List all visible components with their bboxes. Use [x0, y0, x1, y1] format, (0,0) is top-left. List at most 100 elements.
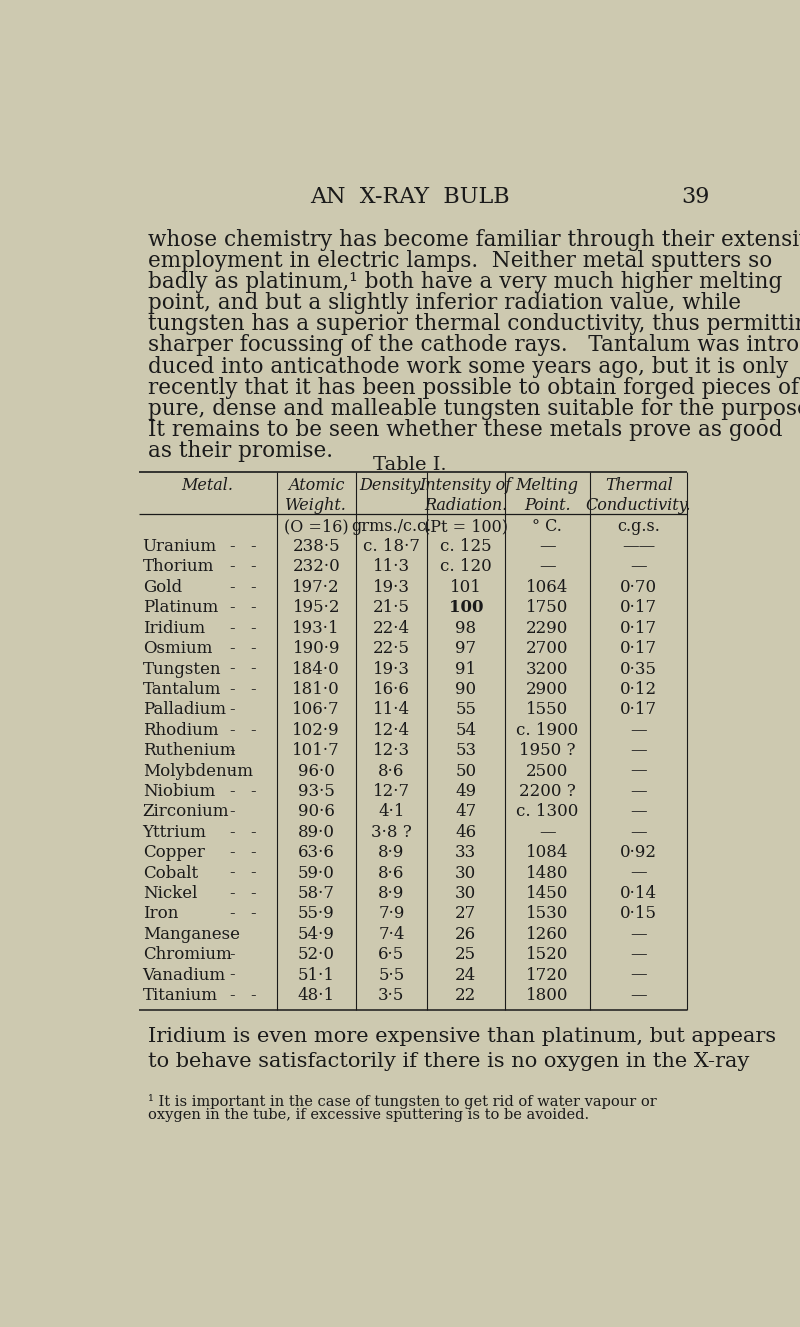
Text: 232·0: 232·0	[292, 559, 340, 576]
Text: 48·1: 48·1	[298, 987, 334, 1005]
Text: 47: 47	[455, 803, 477, 820]
Text: 8·9: 8·9	[378, 844, 405, 861]
Text: 101·7: 101·7	[292, 742, 340, 759]
Text: to behave satisfactorily if there is no oxygen in the X-ray: to behave satisfactorily if there is no …	[148, 1052, 750, 1071]
Text: 1720: 1720	[526, 966, 569, 983]
Text: —: —	[539, 824, 555, 841]
Text: 63·6: 63·6	[298, 844, 334, 861]
Text: -: -	[229, 661, 234, 678]
Text: -: -	[229, 620, 234, 637]
Text: 0·14: 0·14	[620, 885, 657, 902]
Text: 54: 54	[455, 722, 476, 739]
Text: sharper focussing of the cathode rays.   Tantalum was intro-: sharper focussing of the cathode rays. T…	[148, 334, 800, 357]
Text: ° C.: ° C.	[532, 518, 562, 535]
Text: 238·5: 238·5	[293, 537, 340, 555]
Text: 193·1: 193·1	[293, 620, 340, 637]
Text: Molybdenum: Molybdenum	[142, 763, 253, 779]
Text: 51·1: 51·1	[298, 966, 334, 983]
Text: —: —	[630, 783, 647, 800]
Text: Tungsten: Tungsten	[142, 661, 221, 678]
Text: 90: 90	[455, 681, 476, 698]
Text: 11·4: 11·4	[373, 702, 410, 718]
Text: c. 120: c. 120	[440, 559, 492, 576]
Text: c. 1900: c. 1900	[516, 722, 578, 739]
Text: -: -	[229, 865, 234, 881]
Text: -: -	[250, 783, 256, 800]
Text: Nickel: Nickel	[142, 885, 197, 902]
Text: 1084: 1084	[526, 844, 569, 861]
Text: (O =16): (O =16)	[284, 518, 349, 535]
Text: 8·6: 8·6	[378, 865, 405, 881]
Text: Iridium: Iridium	[142, 620, 205, 637]
Text: 0·17: 0·17	[620, 702, 657, 718]
Text: -: -	[229, 763, 234, 779]
Text: ¹ It is important in the case of tungsten to get rid of water vapour or: ¹ It is important in the case of tungste…	[148, 1093, 657, 1108]
Text: -: -	[250, 559, 256, 576]
Text: 22·4: 22·4	[373, 620, 410, 637]
Text: c. 18·7: c. 18·7	[363, 537, 420, 555]
Text: 0·17: 0·17	[620, 640, 657, 657]
Text: 7·4: 7·4	[378, 926, 405, 942]
Text: Uranium: Uranium	[142, 537, 217, 555]
Text: -: -	[229, 966, 234, 983]
Text: 19·3: 19·3	[373, 579, 410, 596]
Text: 1520: 1520	[526, 946, 568, 963]
Text: Osmium: Osmium	[142, 640, 212, 657]
Text: —: —	[630, 865, 647, 881]
Text: recently that it has been possible to obtain forged pieces of: recently that it has been possible to ob…	[148, 377, 799, 399]
Text: Cobalt: Cobalt	[142, 865, 198, 881]
Text: -: -	[250, 661, 256, 678]
Text: Platinum: Platinum	[142, 600, 218, 616]
Text: 6·5: 6·5	[378, 946, 405, 963]
Text: Melting
Point.: Melting Point.	[516, 478, 578, 514]
Text: 100: 100	[449, 600, 483, 616]
Text: Yttrium: Yttrium	[142, 824, 206, 841]
Text: 2500: 2500	[526, 763, 568, 779]
Text: 49: 49	[455, 783, 476, 800]
Text: 46: 46	[455, 824, 476, 841]
Text: -: -	[229, 600, 234, 616]
Text: —: —	[630, 987, 647, 1005]
Text: -: -	[229, 824, 234, 841]
Text: c. 125: c. 125	[440, 537, 492, 555]
Text: -: -	[229, 537, 234, 555]
Text: -: -	[250, 640, 256, 657]
Text: 190·9: 190·9	[293, 640, 340, 657]
Text: 21·5: 21·5	[373, 600, 410, 616]
Text: 2900: 2900	[526, 681, 568, 698]
Text: -: -	[250, 537, 256, 555]
Text: 7·9: 7·9	[378, 905, 405, 922]
Text: badly as platinum,¹ both have a very much higher melting: badly as platinum,¹ both have a very muc…	[148, 271, 782, 293]
Text: 91: 91	[455, 661, 476, 678]
Text: 181·0: 181·0	[292, 681, 340, 698]
Text: It remains to be seen whether these metals prove as good: It remains to be seen whether these meta…	[148, 419, 782, 441]
Text: -: -	[250, 681, 256, 698]
Text: 50: 50	[455, 763, 476, 779]
Text: 97: 97	[455, 640, 476, 657]
Text: point, and but a slightly inferior radiation value, while: point, and but a slightly inferior radia…	[148, 292, 741, 314]
Text: —: —	[630, 763, 647, 779]
Text: 2700: 2700	[526, 640, 569, 657]
Text: 5·5: 5·5	[378, 966, 405, 983]
Text: AN  X-RAY  BULB: AN X-RAY BULB	[310, 186, 510, 208]
Text: Table I.: Table I.	[373, 455, 447, 474]
Text: ——: ——	[622, 537, 655, 555]
Text: 26: 26	[455, 926, 476, 942]
Text: grms./c.c.: grms./c.c.	[351, 518, 431, 535]
Text: 1480: 1480	[526, 865, 569, 881]
Text: —: —	[630, 926, 647, 942]
Text: Iridium is even more expensive than platinum, but appears: Iridium is even more expensive than plat…	[148, 1027, 776, 1047]
Text: 12·3: 12·3	[373, 742, 410, 759]
Text: 1750: 1750	[526, 600, 568, 616]
Text: 0·35: 0·35	[620, 661, 657, 678]
Text: -: -	[250, 905, 256, 922]
Text: -: -	[250, 844, 256, 861]
Text: as their promise.: as their promise.	[148, 441, 333, 462]
Text: -: -	[229, 722, 234, 739]
Text: 12·7: 12·7	[373, 783, 410, 800]
Text: -: -	[250, 865, 256, 881]
Text: 24: 24	[455, 966, 477, 983]
Text: -: -	[229, 987, 234, 1005]
Text: —: —	[630, 742, 647, 759]
Text: employment in electric lamps.  Neither metal sputters so: employment in electric lamps. Neither me…	[148, 249, 772, 272]
